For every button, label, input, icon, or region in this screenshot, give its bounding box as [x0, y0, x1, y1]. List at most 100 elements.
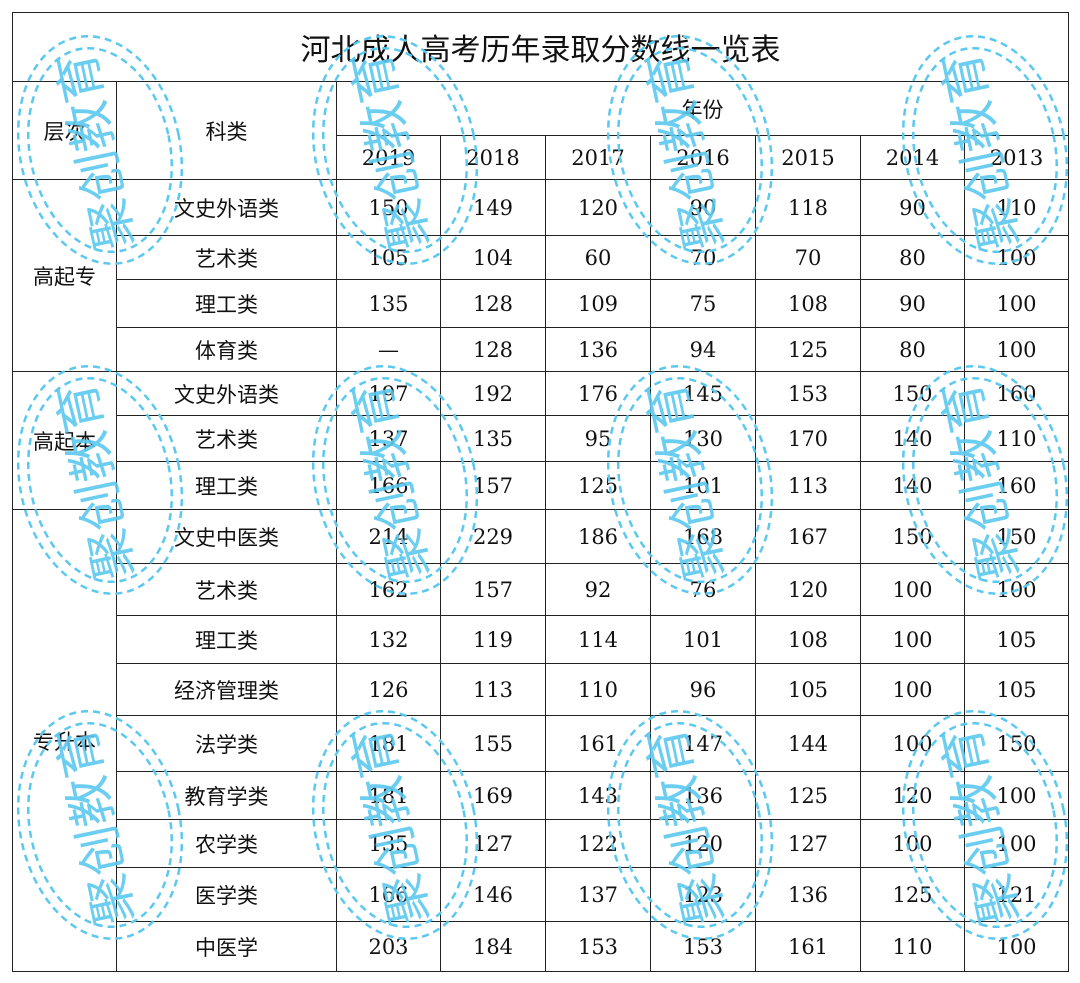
table-row: 体育类 —128 136 94 125 80 100 — [13, 327, 1069, 372]
table-row: 理工类 166 157 125 101 113 140 160 — [13, 461, 1069, 510]
score-cell: 100 — [860, 563, 965, 616]
score-cell: 122 — [545, 819, 651, 868]
table-row: 农学类 135 127 122 120 127 100 100 — [13, 819, 1069, 868]
header-year: 2015 — [755, 135, 861, 180]
score-cell: 136 — [755, 867, 861, 922]
table-row: 教育学类 181 169 143 136 125 120 100 — [13, 771, 1069, 820]
score-cell: 100 — [860, 715, 965, 772]
score-cell: 135 — [336, 819, 441, 868]
header-year: 2018 — [440, 135, 546, 180]
score-cell: 110 — [964, 179, 1069, 236]
score-cell: 125 — [545, 461, 651, 510]
score-cell: 60 — [545, 235, 651, 280]
score-cell: 150 — [964, 715, 1069, 772]
score-cell: 166 — [336, 867, 441, 922]
score-cell: 95 — [545, 415, 651, 462]
score-cell: 144 — [755, 715, 861, 772]
score-cell: 192 — [440, 371, 546, 416]
score-cell: 100 — [964, 921, 1069, 972]
score-cell: 114 — [545, 615, 651, 664]
table-row: 艺术类 137 135 95 130 170 140 110 — [13, 415, 1069, 462]
score-cell: 109 — [545, 279, 651, 328]
category-cell: 艺术类 — [116, 415, 337, 462]
score-cell: 150 — [860, 509, 965, 564]
score-cell: 92 — [545, 563, 651, 616]
score-cell: 70 — [650, 235, 756, 280]
score-cell: 90 — [860, 179, 965, 236]
score-cell: 137 — [545, 867, 651, 922]
score-cell: 96 — [650, 663, 756, 716]
score-cell: 147 — [650, 715, 756, 772]
score-cell: 150 — [860, 371, 965, 416]
score-cell: 153 — [755, 371, 861, 416]
score-cell: 170 — [755, 415, 861, 462]
score-cell: 150 — [964, 509, 1069, 564]
score-cell: 162 — [336, 563, 441, 616]
score-cell: 136 — [650, 771, 756, 820]
category-cell: 理工类 — [116, 615, 337, 664]
score-cell: 161 — [755, 921, 861, 972]
score-cell: — — [336, 327, 441, 372]
score-cell: 80 — [860, 327, 965, 372]
score-cell: 153 — [650, 921, 756, 972]
category-cell: 艺术类 — [116, 235, 337, 280]
score-cell: 169 — [440, 771, 546, 820]
score-cell: 168 — [650, 509, 756, 564]
score-cell: 110 — [545, 663, 651, 716]
score-cell: 135 — [440, 415, 546, 462]
category-cell: 文史中医类 — [116, 509, 337, 564]
header-year-group: 年份 — [336, 81, 1069, 136]
score-cell: 120 — [545, 179, 651, 236]
score-cell: 105 — [964, 663, 1069, 716]
header-year: 2014 — [860, 135, 965, 180]
score-cell: 110 — [964, 415, 1069, 462]
score-cell: 119 — [440, 615, 546, 664]
header-year: 2017 — [545, 135, 651, 180]
score-cell: 100 — [964, 235, 1069, 280]
score-cell: 113 — [755, 461, 861, 510]
score-cell: 176 — [545, 371, 651, 416]
score-cell: 108 — [755, 615, 861, 664]
score-cell: 104 — [440, 235, 546, 280]
score-cell: 181 — [336, 771, 441, 820]
page-title: 河北成人高考历年录取分数线一览表 — [12, 12, 1069, 82]
score-cell: 127 — [755, 819, 861, 868]
score-cell: 203 — [336, 921, 441, 972]
score-cell: 100 — [964, 327, 1069, 372]
score-cell: 94 — [650, 327, 756, 372]
score-cell: 197 — [336, 371, 441, 416]
category-cell: 经济管理类 — [116, 663, 337, 716]
score-cell: 161 — [545, 715, 651, 772]
score-cell: 100 — [860, 663, 965, 716]
score-table: 河北成人高考历年录取分数线一览表 层次 科类 年份 2019 2018 2017 20… — [12, 12, 1069, 972]
score-cell: 120 — [650, 819, 756, 868]
table-row: 高起专 文史外语类 150 149 120 90 118 90 110 — [12, 179, 1069, 372]
score-cell: 121 — [964, 867, 1069, 922]
score-cell: 125 — [755, 327, 861, 372]
table-row: 经济管理类 126 113 110 96 105 100 105 — [13, 663, 1069, 716]
score-cell: 125 — [755, 771, 861, 820]
category-cell: 农学类 — [116, 819, 337, 868]
category-cell: 教育学类 — [116, 771, 337, 820]
score-cell: 166 — [336, 461, 441, 510]
score-cell: 105 — [336, 235, 441, 280]
score-cell: 110 — [860, 921, 965, 972]
category-cell: 医学类 — [116, 867, 337, 922]
score-cell: 184 — [440, 921, 546, 972]
score-cell: 105 — [755, 663, 861, 716]
score-cell: 128 — [440, 279, 546, 328]
score-cell: 157 — [440, 563, 546, 616]
table-row: 专升本 文史中医类 214 229 186 168 167 150 150 — [12, 509, 1069, 972]
score-cell: 167 — [755, 509, 861, 564]
table-row: 中医学 203 184 153 153 161 110 100 — [13, 921, 1069, 972]
level-cell: 高起专 — [12, 179, 117, 372]
score-cell: 132 — [336, 615, 441, 664]
table-row: 艺术类 162 157 92 76 120 100 100 — [13, 563, 1069, 616]
score-cell: 126 — [336, 663, 441, 716]
score-cell: 100 — [964, 279, 1069, 328]
score-cell: 157 — [440, 461, 546, 510]
table-row: 法学类 181 155 161 147 144 100 150 — [13, 715, 1069, 772]
category-cell: 理工类 — [116, 461, 337, 510]
score-cell: 149 — [440, 179, 546, 236]
table-row: 艺术类 105 104 60 70 70 80 100 — [13, 235, 1069, 280]
